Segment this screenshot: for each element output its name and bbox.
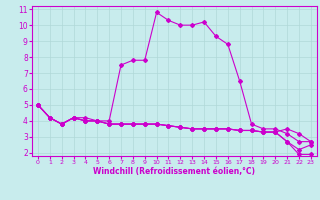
- X-axis label: Windchill (Refroidissement éolien,°C): Windchill (Refroidissement éolien,°C): [93, 167, 255, 176]
